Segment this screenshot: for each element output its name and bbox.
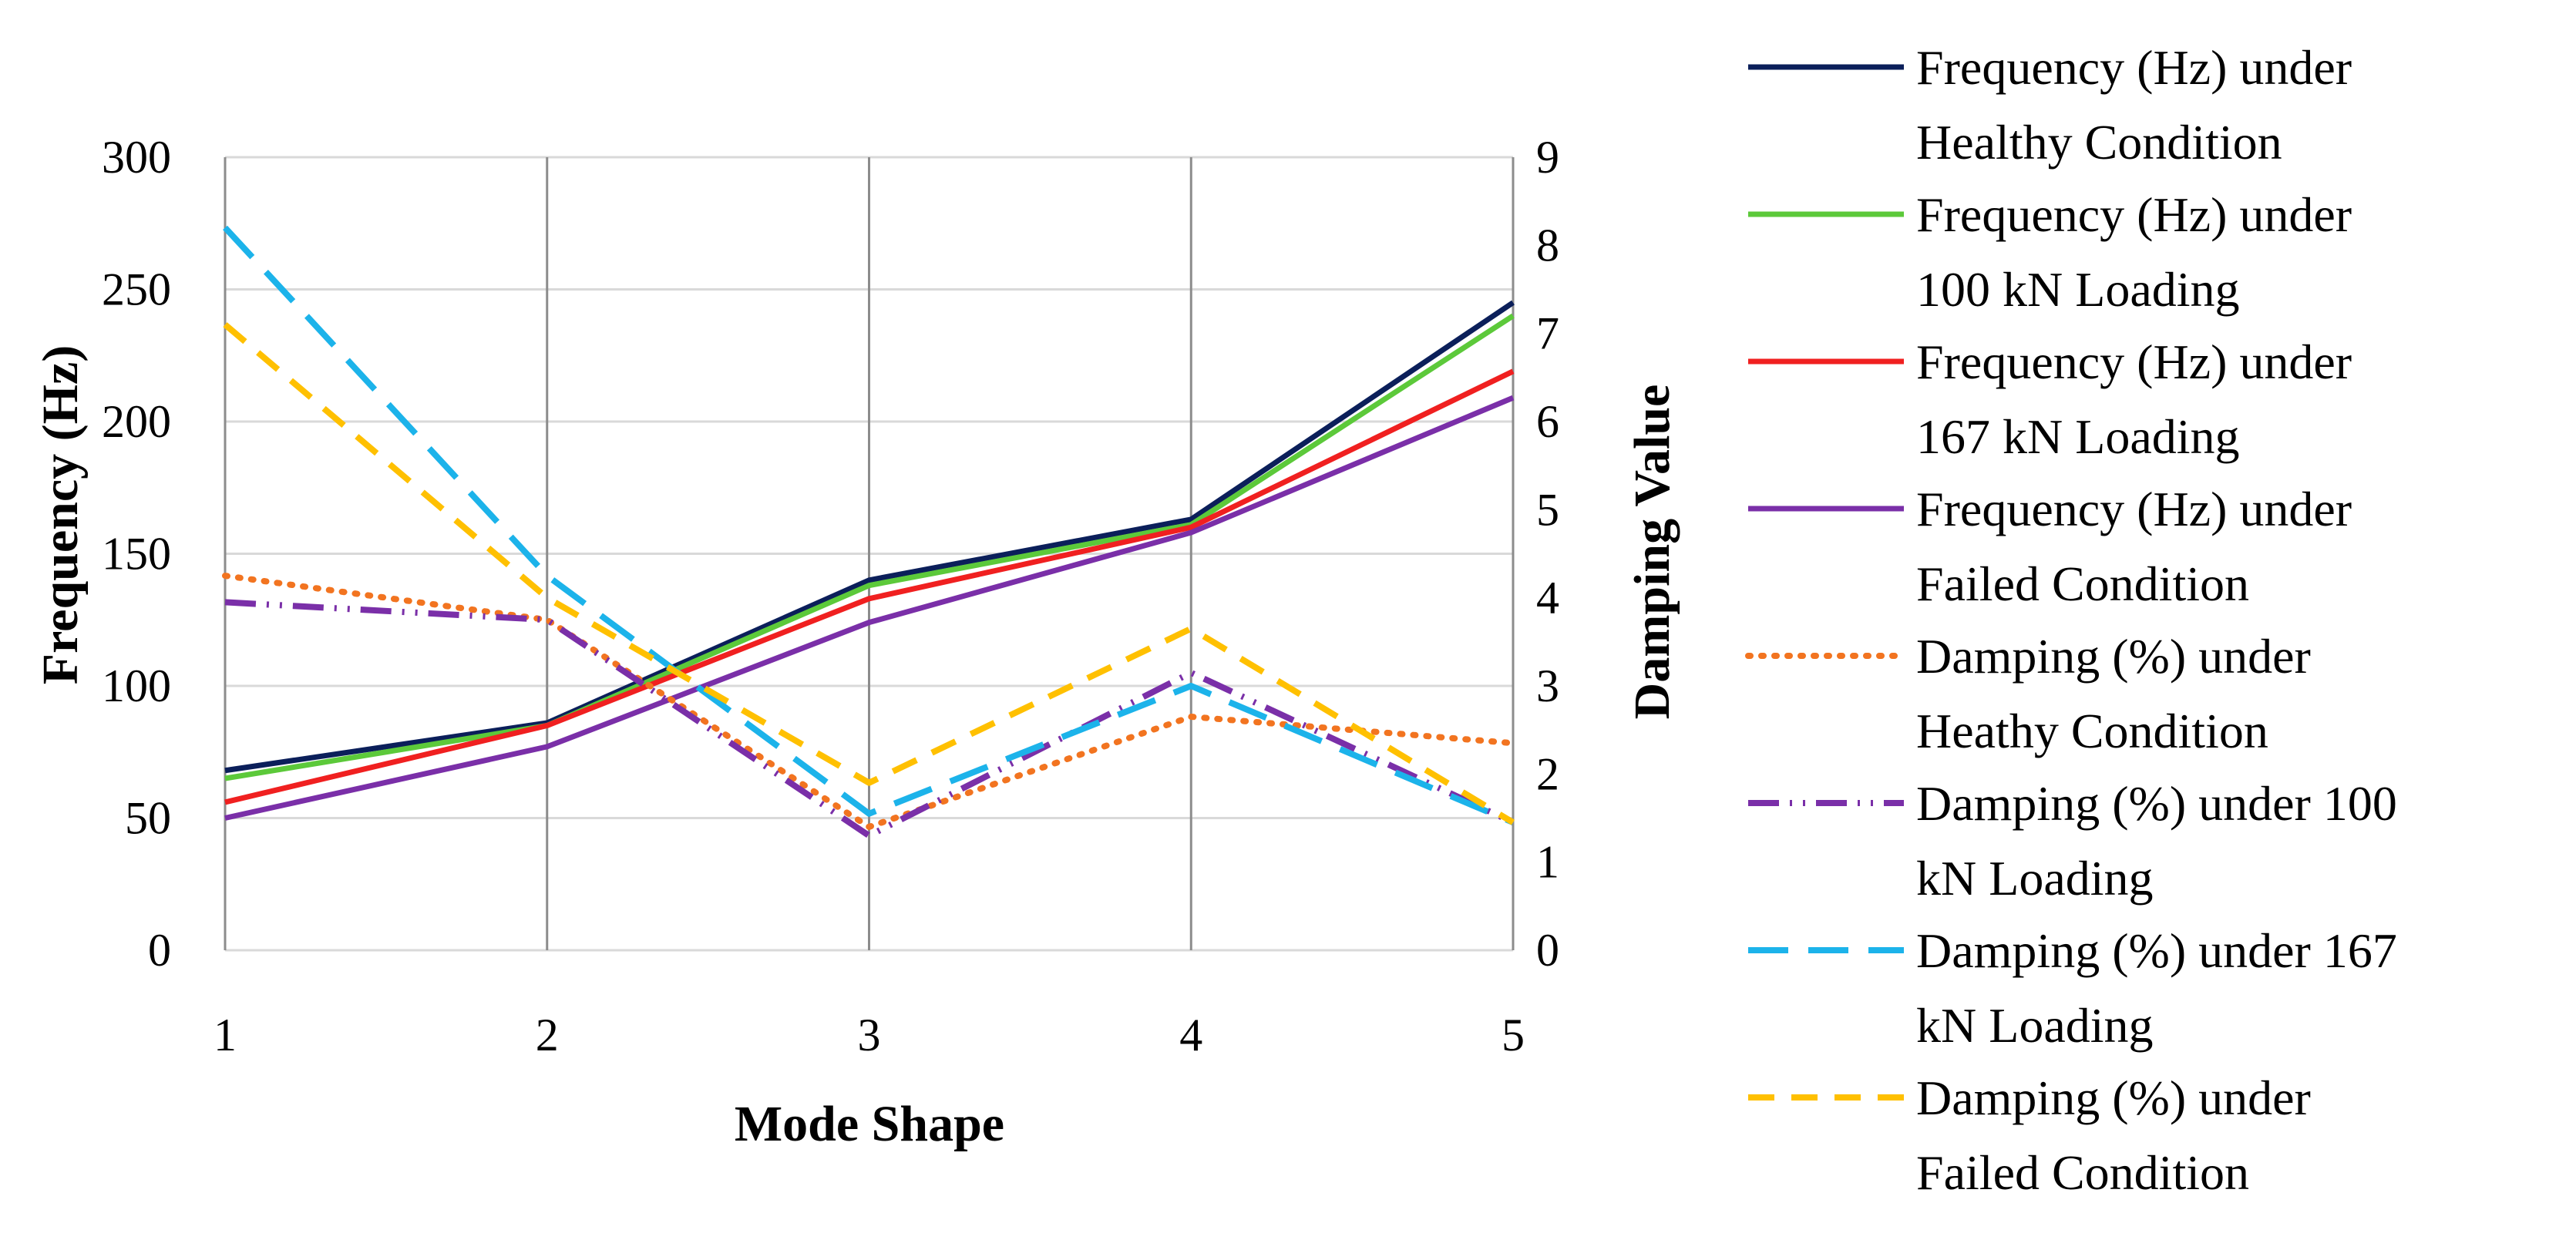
y-tick-label: 250 — [102, 264, 171, 315]
y-tick-label: 0 — [148, 925, 171, 976]
legend-label-4: Failed Condition — [1916, 556, 2249, 611]
x-tick-label: 5 — [1502, 1010, 1525, 1060]
x-tick-label: 2 — [536, 1010, 559, 1060]
x-tick-label: 4 — [1179, 1010, 1202, 1060]
y-tick-label: 200 — [102, 396, 171, 447]
y-axis-title: Frequency (Hz) — [32, 345, 89, 685]
y2-tick-label: 3 — [1536, 660, 1559, 711]
axis-layer: Mode Shape Frequency (Hz) Damping Value … — [32, 132, 1680, 1152]
y2-tick-label: 7 — [1536, 308, 1559, 359]
legend-label-5: Heathy Condition — [1916, 704, 2268, 758]
legend-label-8: Damping (%) under — [1916, 1070, 2311, 1125]
legend: Frequency (Hz) under Healthy Condition Fre… — [1745, 40, 2397, 1200]
legend-label-3: 167 kN Loading — [1916, 409, 2240, 464]
x-tick-label: 3 — [858, 1010, 881, 1060]
y2-tick-label: 9 — [1536, 132, 1559, 183]
series-line-8 — [223, 322, 1515, 825]
grid-layer — [224, 156, 1515, 952]
x-axis-title: Mode Shape — [735, 1096, 1004, 1152]
legend-label-7: Damping (%) under 167 — [1916, 923, 2397, 978]
series-line-5 — [222, 573, 1516, 830]
legend-label-6: Damping (%) under 100 — [1916, 776, 2397, 831]
y2-tick-label: 4 — [1536, 573, 1559, 623]
legend-label-1: Healthy Condition — [1916, 115, 2282, 170]
legend-label-1: Frequency (Hz) under — [1916, 40, 2352, 95]
series-line-2 — [224, 313, 1515, 781]
y2-axis-title: Damping Value — [1624, 385, 1680, 720]
y2-tick-label: 5 — [1536, 484, 1559, 535]
series-line-1 — [224, 300, 1515, 774]
y2-tick-label: 0 — [1536, 925, 1559, 976]
legend-label-4: Frequency (Hz) under — [1916, 482, 2352, 536]
legend-label-5: Damping (%) under — [1916, 629, 2311, 684]
legend-label-6: kN Loading — [1916, 851, 2154, 906]
y2-tick-label: 8 — [1536, 220, 1559, 271]
x-tick-label: 1 — [214, 1010, 237, 1060]
legend-label-7: kN Loading — [1916, 998, 2154, 1053]
series-layer — [222, 225, 1516, 839]
legend-label-8: Failed Condition — [1916, 1145, 2249, 1200]
series-line-6 — [224, 599, 1515, 839]
legend-label-2: Frequency (Hz) under — [1916, 187, 2352, 242]
y-tick-label: 50 — [125, 793, 171, 844]
y2-tick-label: 2 — [1536, 748, 1559, 799]
y2-tick-label: 6 — [1536, 396, 1559, 447]
series-line-7 — [223, 225, 1515, 825]
y-tick-label: 150 — [102, 529, 171, 580]
y2-tick-label: 1 — [1536, 837, 1559, 888]
legend-label-2: 100 kN Loading — [1916, 262, 2240, 317]
series-line-3 — [224, 368, 1515, 805]
legend-label-3: Frequency (Hz) under — [1916, 334, 2352, 389]
y-tick-label: 300 — [102, 132, 171, 183]
y-tick-label: 100 — [102, 660, 171, 711]
series-line-4 — [224, 395, 1515, 821]
